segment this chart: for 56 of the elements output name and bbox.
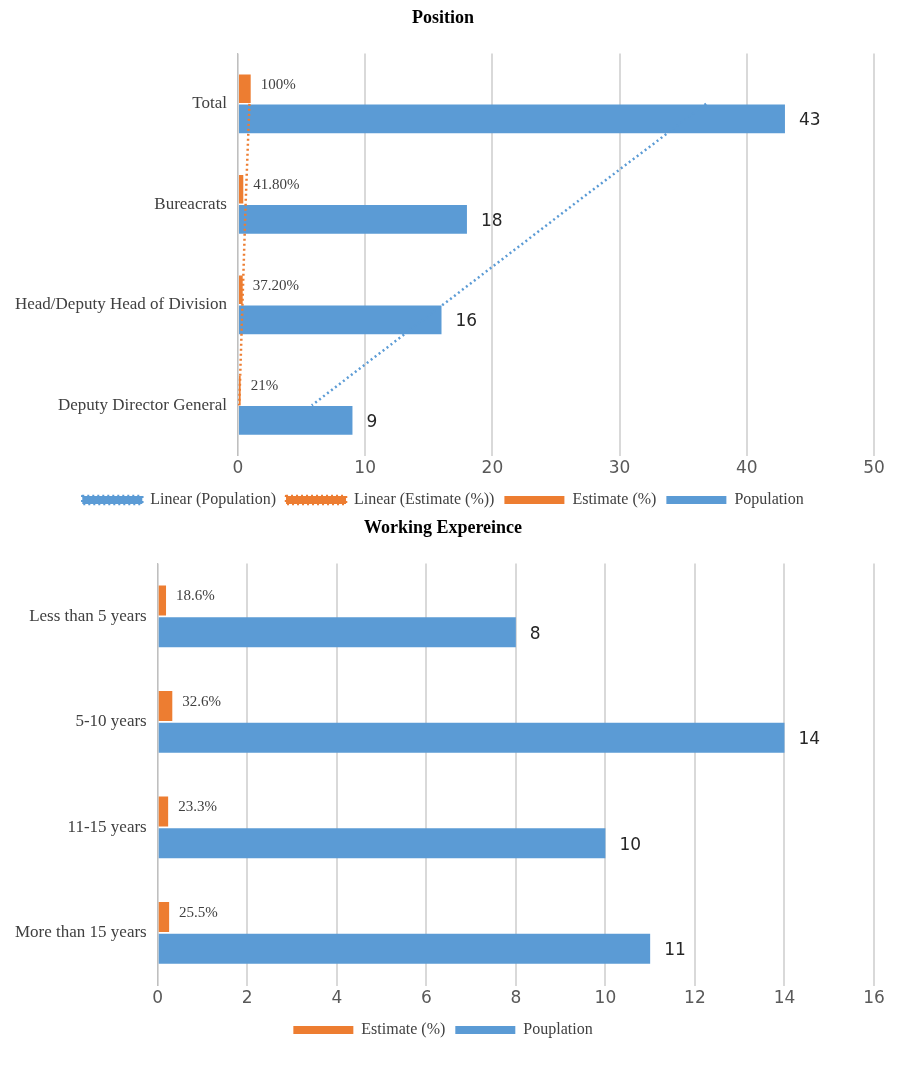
y-tick-label: Bureacrats <box>154 193 227 213</box>
x-tick-label: 8 <box>510 987 522 1008</box>
data-label: 43 <box>798 109 821 130</box>
legend-label: Estimate (%) <box>572 490 657 509</box>
bar <box>158 617 516 648</box>
legend-label: Population <box>734 490 804 509</box>
x-tick-label: 10 <box>594 987 617 1008</box>
bar <box>158 585 167 616</box>
bar <box>158 722 785 753</box>
bar <box>158 933 651 964</box>
data-label: 41.80% <box>253 176 300 193</box>
data-label: 11 <box>664 939 686 960</box>
bar <box>158 690 173 722</box>
data-label: 21% <box>250 377 279 394</box>
x-tick-label: 40 <box>735 457 758 478</box>
x-tick-label: 10 <box>354 457 376 478</box>
data-label: 14 <box>798 728 821 749</box>
data-label: 9 <box>366 410 378 431</box>
bar <box>158 828 606 859</box>
y-tick-label: Less than 5 years <box>29 605 147 625</box>
data-label: 100% <box>260 75 296 92</box>
data-label: 8 <box>529 622 541 643</box>
data-label: 18.6% <box>176 587 215 604</box>
data-label: 16 <box>455 310 478 331</box>
x-tick-label: 50 <box>863 457 885 478</box>
x-tick-label: 2 <box>241 987 253 1008</box>
legend-label: Linear (Estimate (%)) <box>354 490 495 509</box>
bar <box>238 205 467 234</box>
chart-title: Working Expereince <box>363 517 523 538</box>
data-label: 25.5% <box>179 903 218 920</box>
y-tick-label: Deputy Director General <box>57 394 228 414</box>
data-label: 37.20% <box>252 276 299 293</box>
y-tick-label: 5-10 years <box>75 711 147 731</box>
data-label: 18 <box>480 209 503 230</box>
x-tick-label: 30 <box>608 457 631 478</box>
y-tick-label: Head/Deputy Head of Division <box>14 294 228 314</box>
y-tick-label: More than 15 years <box>14 922 147 942</box>
x-tick-label: 20 <box>481 457 504 478</box>
bar <box>158 796 169 827</box>
x-tick-label: 0 <box>152 987 164 1008</box>
chart-title: Position <box>411 7 475 28</box>
x-tick-label: 0 <box>232 457 244 478</box>
x-tick-label: 6 <box>420 987 432 1008</box>
data-label: 23.3% <box>178 798 217 815</box>
legend-label: Estimate (%) <box>361 1020 446 1039</box>
y-tick-label: Total <box>192 93 228 113</box>
data-label: 32.6% <box>182 692 222 709</box>
x-tick-label: 14 <box>773 987 796 1008</box>
data-label: 10 <box>619 833 642 854</box>
legend-label: Linear (Population) <box>150 490 277 509</box>
x-tick-label: 4 <box>331 987 343 1008</box>
x-tick-label: 12 <box>684 987 706 1008</box>
y-tick-label: 11-15 years <box>67 816 147 836</box>
bar <box>158 901 170 933</box>
x-tick-label: 16 <box>863 987 885 1008</box>
legend-label: Pouplation <box>523 1020 593 1039</box>
